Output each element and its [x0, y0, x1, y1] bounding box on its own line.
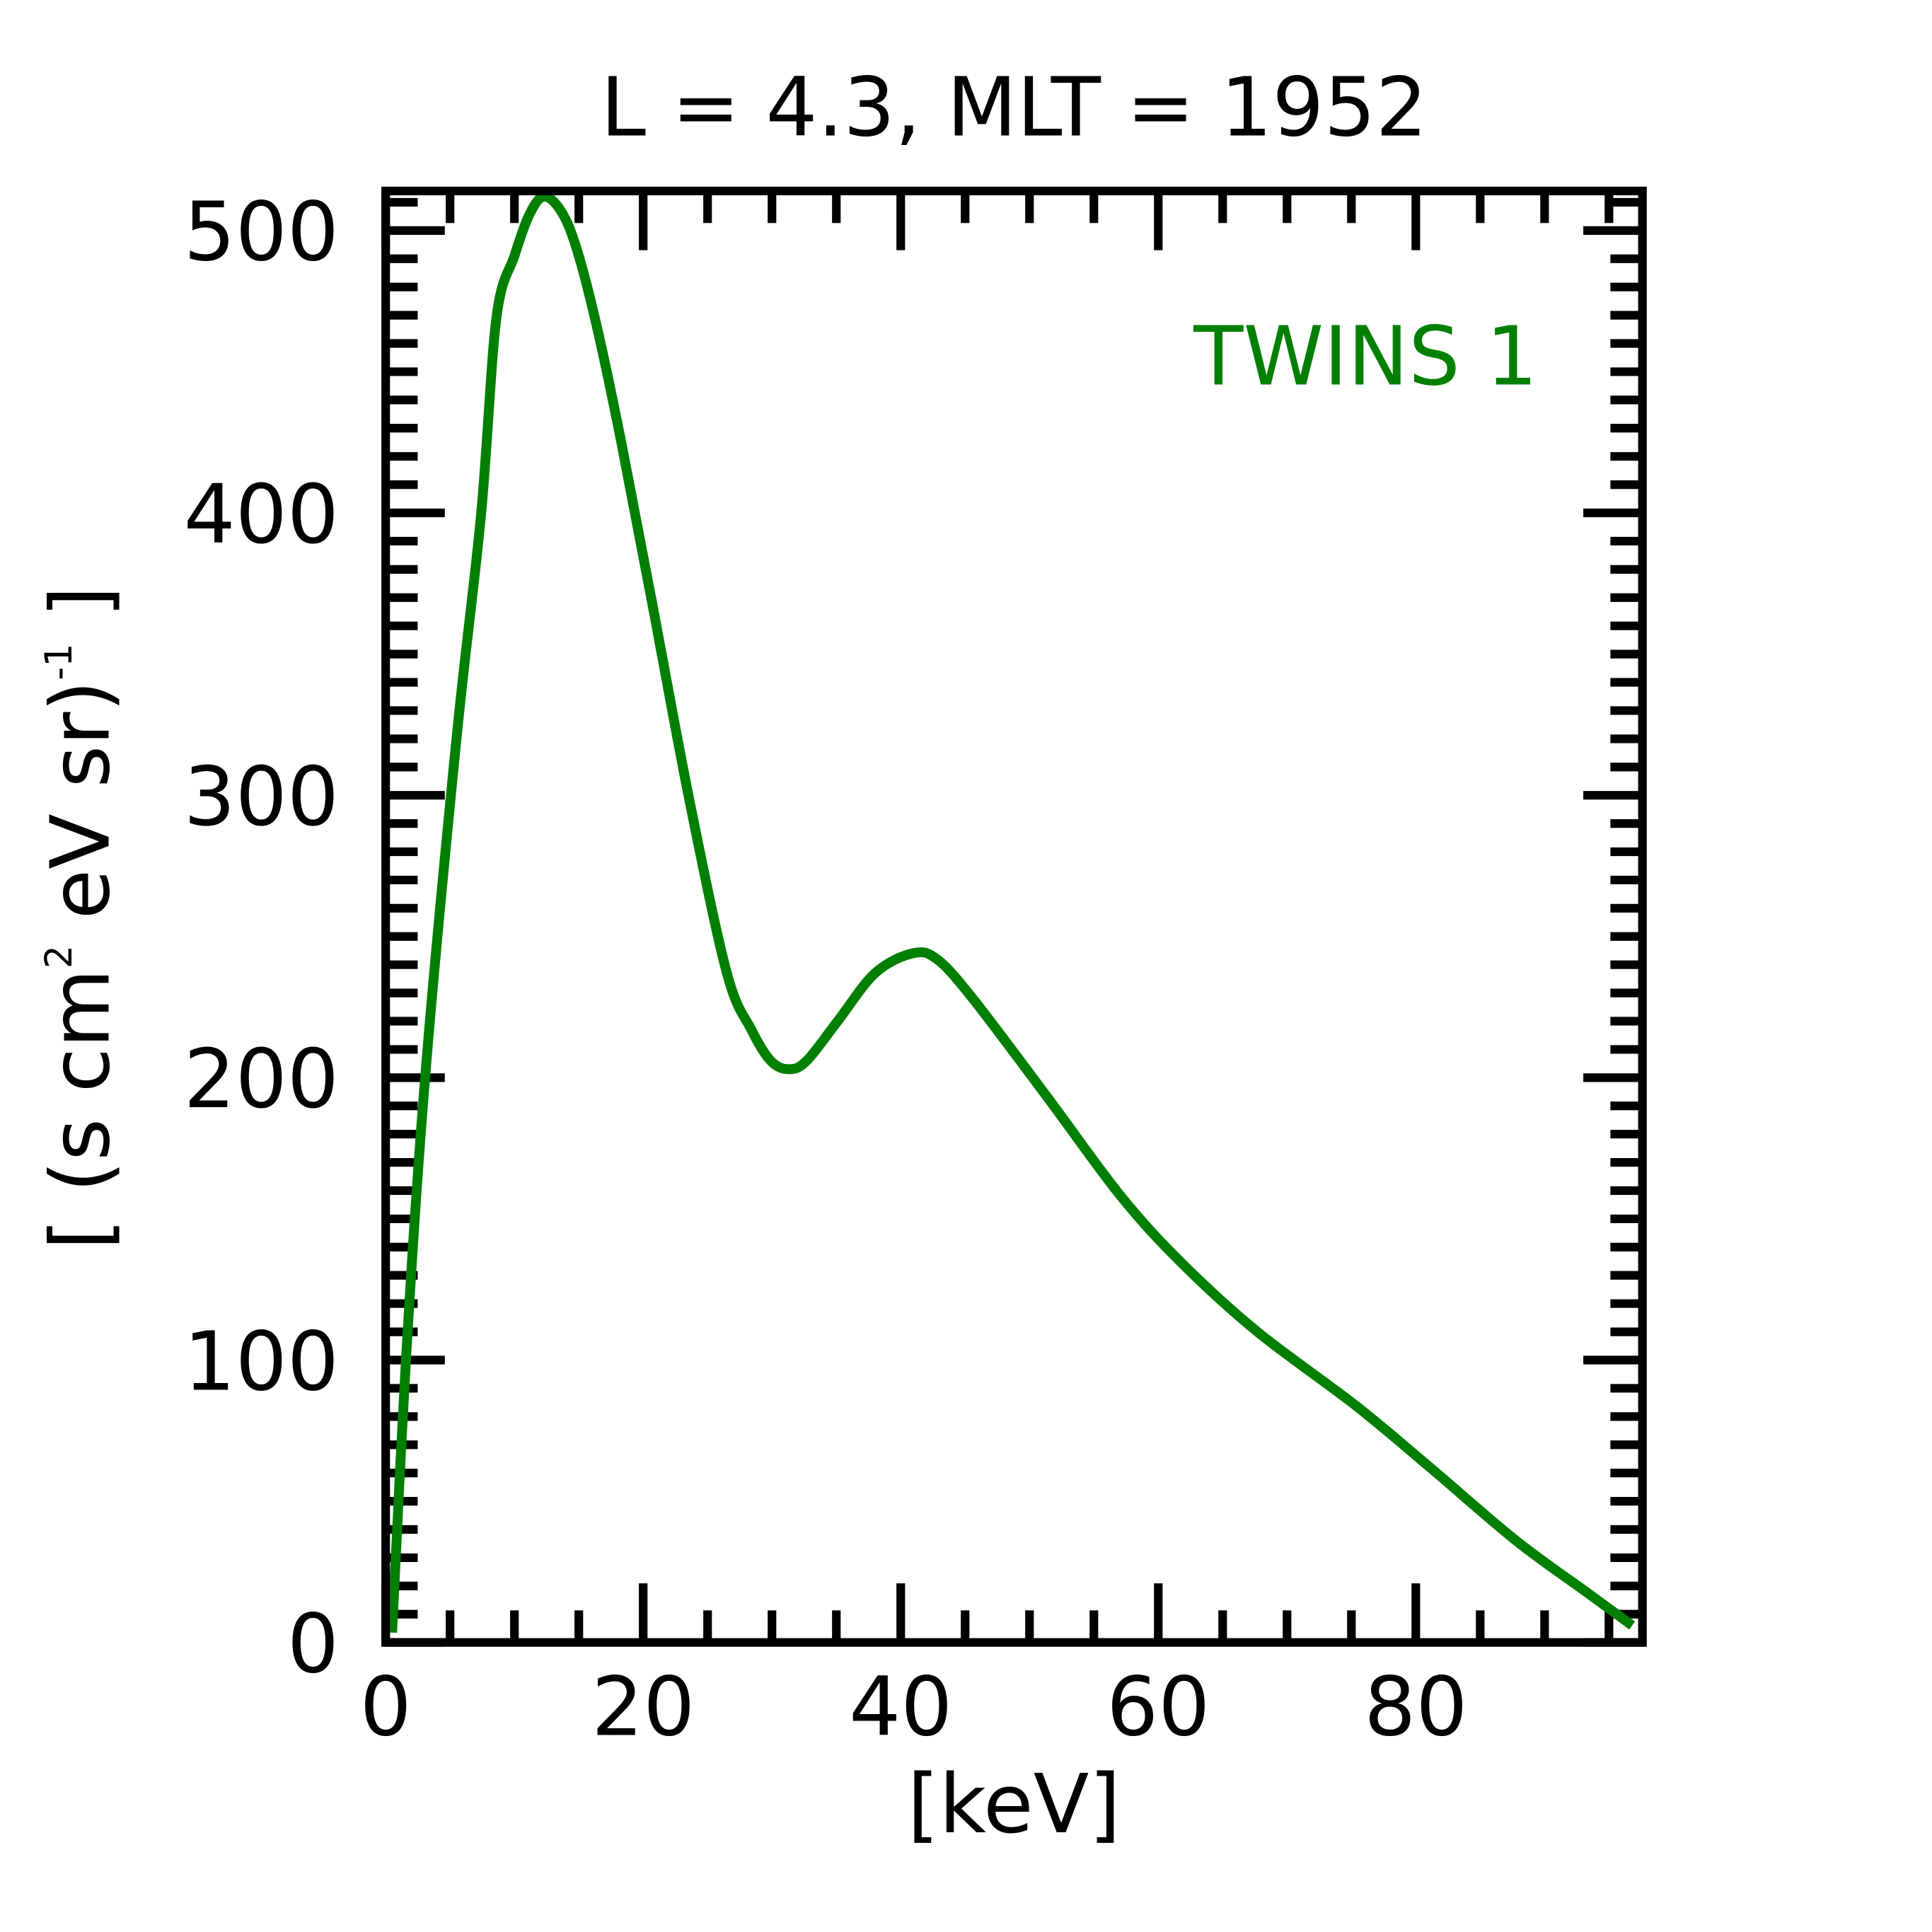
tick-labels: 0 20 40 60 80 0 100 200 300 400 500	[184, 185, 1468, 1755]
y-tick-label: 200	[184, 1032, 339, 1127]
y-label-close: ]	[33, 586, 128, 643]
y-tick-label: 100	[184, 1314, 339, 1409]
x-tick-label: 40	[849, 1660, 952, 1754]
x-tick-label: 0	[360, 1660, 412, 1754]
chart-title: L = 4.3, MLT = 1952	[601, 61, 1428, 156]
x-tick-label: 80	[1364, 1660, 1467, 1754]
legend-label-twins-1: TWINS 1	[1193, 309, 1537, 404]
y-axis-label: [ (s cm2 eV sr)-1 ]	[33, 586, 128, 1250]
axis-ticks	[381, 190, 1643, 1647]
plot-frame	[381, 186, 1647, 1647]
y-label-open: [ (s cm	[33, 968, 128, 1250]
y-tick-label: 0	[287, 1597, 339, 1691]
series-layer	[387, 191, 1636, 1633]
y-label-squared: 2	[38, 945, 81, 968]
x-tick-label: 20	[591, 1660, 695, 1754]
y-tick-label: 400	[184, 468, 339, 562]
y-tick-label: 500	[184, 185, 339, 280]
y-label-exponent: -1	[38, 643, 81, 680]
y-label-mid: eV sr)	[33, 681, 128, 945]
y-tick-label: 300	[184, 750, 339, 845]
series-line-twins-1	[387, 191, 1636, 1633]
x-axis-label: [keV]	[908, 1757, 1121, 1852]
x-tick-label: 60	[1106, 1660, 1210, 1754]
